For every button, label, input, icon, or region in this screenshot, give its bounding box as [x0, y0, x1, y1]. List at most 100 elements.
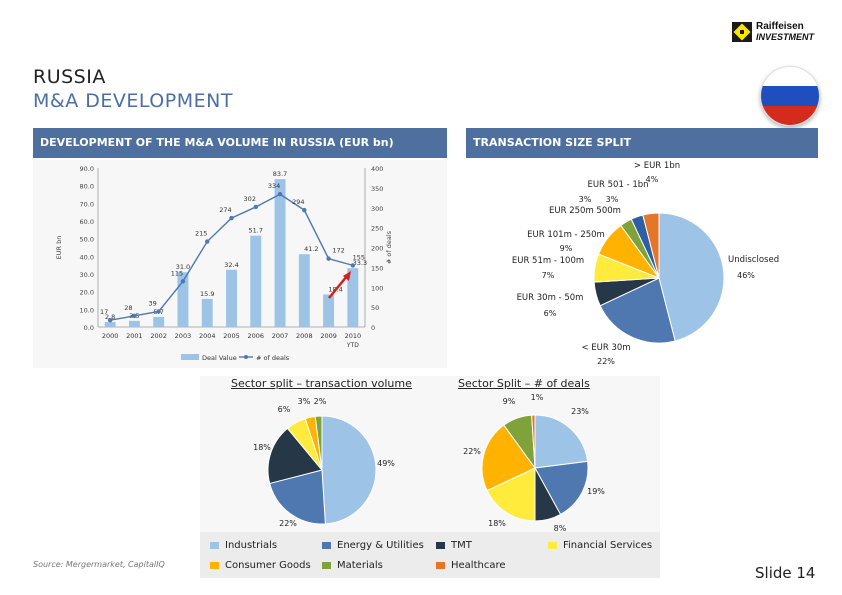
y2-tick-label: 100 [371, 284, 383, 292]
deal-value-bar [226, 269, 237, 327]
size-pie-slice [642, 212, 660, 279]
y2-tick-label: 0 [371, 324, 375, 332]
sector-deals-pie-slice [534, 414, 589, 469]
deal-value-bar [250, 235, 262, 327]
legend-label: Energy & Utilities [337, 540, 424, 551]
source-note: Source: Mergermarket, CapitalIQ [33, 560, 165, 569]
x-tick-label: 2009 [320, 332, 337, 340]
size-pie-value: 3% [579, 195, 592, 204]
deal-volume-chart-panel: 0.0 10.0 20.0 30.0 40.0 50.0 60.0 70.0 80.0 90.0 0… [33, 160, 447, 368]
y-tick-label: 30.0 [80, 271, 94, 279]
legend-swatch [210, 541, 219, 549]
deals-point [107, 318, 113, 323]
deals-point [205, 239, 210, 244]
sector-pies-panel: Sector split – transaction volume Sector… [200, 376, 660, 532]
size-pie-label: EUR 51m - 100m [512, 256, 584, 266]
y2-tick-label: 350 [371, 185, 383, 193]
legend-swatch [436, 561, 445, 569]
chart-legend-line-label: # of deals [256, 354, 290, 362]
y-tick-label: 20.0 [80, 289, 94, 297]
sector-deals-value: 8% [554, 524, 567, 532]
bar-value-label: 32.4 [224, 261, 238, 269]
size-pie-value: 4% [646, 175, 659, 184]
sector-volume-pie-slice [269, 469, 326, 525]
deals-point [132, 313, 137, 319]
y-tick-label: 50.0 [80, 236, 94, 244]
raiffeisen-logo: Raiffeisen INVESTMENT [732, 20, 820, 46]
chart-legend-line-marker [244, 355, 248, 359]
deal-value-bar [177, 272, 189, 327]
y2-tick-label: 200 [371, 245, 383, 253]
size-pie-value: 3% [606, 195, 619, 204]
size-pie-label: EUR 30m - 50m [517, 293, 584, 303]
legend-label: Financial Services [563, 540, 653, 551]
sector-deals-value: 19% [587, 487, 605, 496]
deals-value-label: 294 [292, 198, 304, 206]
x-tick-label: 2002 [150, 332, 167, 340]
legend-item-healthcare: Healthcare [436, 560, 506, 571]
right-panel-header: TRANSACTION SIZE SPLIT [466, 128, 818, 158]
deal-value-bar [153, 316, 165, 327]
sector-deals-value: 23% [571, 407, 589, 416]
x-tick-label: 2007 [272, 332, 289, 340]
sector-volume-value: 2% [314, 397, 327, 406]
y2-tick-label: 150 [371, 264, 383, 272]
raiffeisen-logo-icon [732, 22, 752, 42]
legend-item-consumer-goods: Consumer Goods [210, 560, 311, 571]
legend-label: Consumer Goods [225, 560, 311, 571]
legend-label: Industrials [225, 540, 278, 551]
deals-point [326, 256, 331, 261]
flag-stripe-red [761, 105, 819, 125]
y2-tick-label: 400 [371, 165, 383, 173]
legend-swatch [322, 561, 331, 569]
size-pie-label: EUR 101m - 250m [527, 230, 605, 240]
flag-stripe-blue [761, 86, 819, 106]
logo-line2: INVESTMENT [756, 32, 815, 42]
chart-legend-bar-label: Deal Value [202, 354, 237, 362]
sector-volume-pie-slice [267, 427, 323, 485]
sector-deals-pie-slice [534, 460, 589, 516]
flag-stripe-white [761, 67, 819, 87]
sector-deals-value: 1% [531, 393, 544, 402]
deals-value-label: 215 [195, 230, 207, 238]
deal-value-bar [323, 294, 335, 327]
slide-number: Slide 14 [755, 564, 816, 582]
x-tick-label: 2000 [102, 332, 119, 340]
size-pie-slice [658, 212, 725, 342]
deal-value-bar [201, 298, 213, 327]
y-tick-label: 60.0 [80, 218, 94, 226]
size-pie-label: > EUR 1bn [634, 161, 680, 171]
chart-legend-bar-swatch [181, 354, 199, 360]
page-title: RUSSIA [33, 66, 106, 88]
deals-value-label: 274 [219, 206, 231, 214]
y-axis-label: EUR bn [55, 236, 63, 260]
bar-value-label: 41.2 [304, 245, 318, 253]
deals-point [302, 207, 307, 213]
y-tick-label: 70.0 [80, 200, 94, 208]
deal-value-bar [274, 179, 286, 327]
y-tick-label: 10.0 [80, 306, 94, 314]
x-tick-sublabel: YTD [346, 342, 359, 349]
size-pie-value: 6% [544, 309, 557, 318]
y2-tick-label: 50 [371, 304, 379, 312]
size-pie-value: 22% [597, 357, 615, 366]
sector-volume-pie-slice [314, 415, 323, 471]
sector-volume-value: 22% [279, 519, 297, 528]
deals-point [350, 263, 356, 268]
deals-value-label: 28 [124, 304, 132, 312]
size-pie-label: EUR 501 - 1bn [587, 180, 648, 190]
bar-value-label: 31.0 [176, 263, 190, 271]
sector-volume-value: 18% [253, 443, 271, 452]
legend-swatch [436, 541, 445, 549]
legend-item-industrials: Industrials [210, 540, 277, 551]
deal-value-bar [298, 254, 310, 327]
deals-value-label: 39 [149, 299, 157, 307]
size-pie-value: 46% [737, 271, 755, 280]
sector-deals-pie-slice [481, 424, 536, 492]
sector-volume-value: 6% [278, 405, 291, 414]
bar-value-label: 83.7 [273, 170, 287, 178]
sector-volume-pie-slice [321, 415, 377, 525]
legend-swatch [548, 541, 557, 549]
legend-label: TMT [451, 540, 472, 551]
size-pie-slice [599, 277, 676, 344]
